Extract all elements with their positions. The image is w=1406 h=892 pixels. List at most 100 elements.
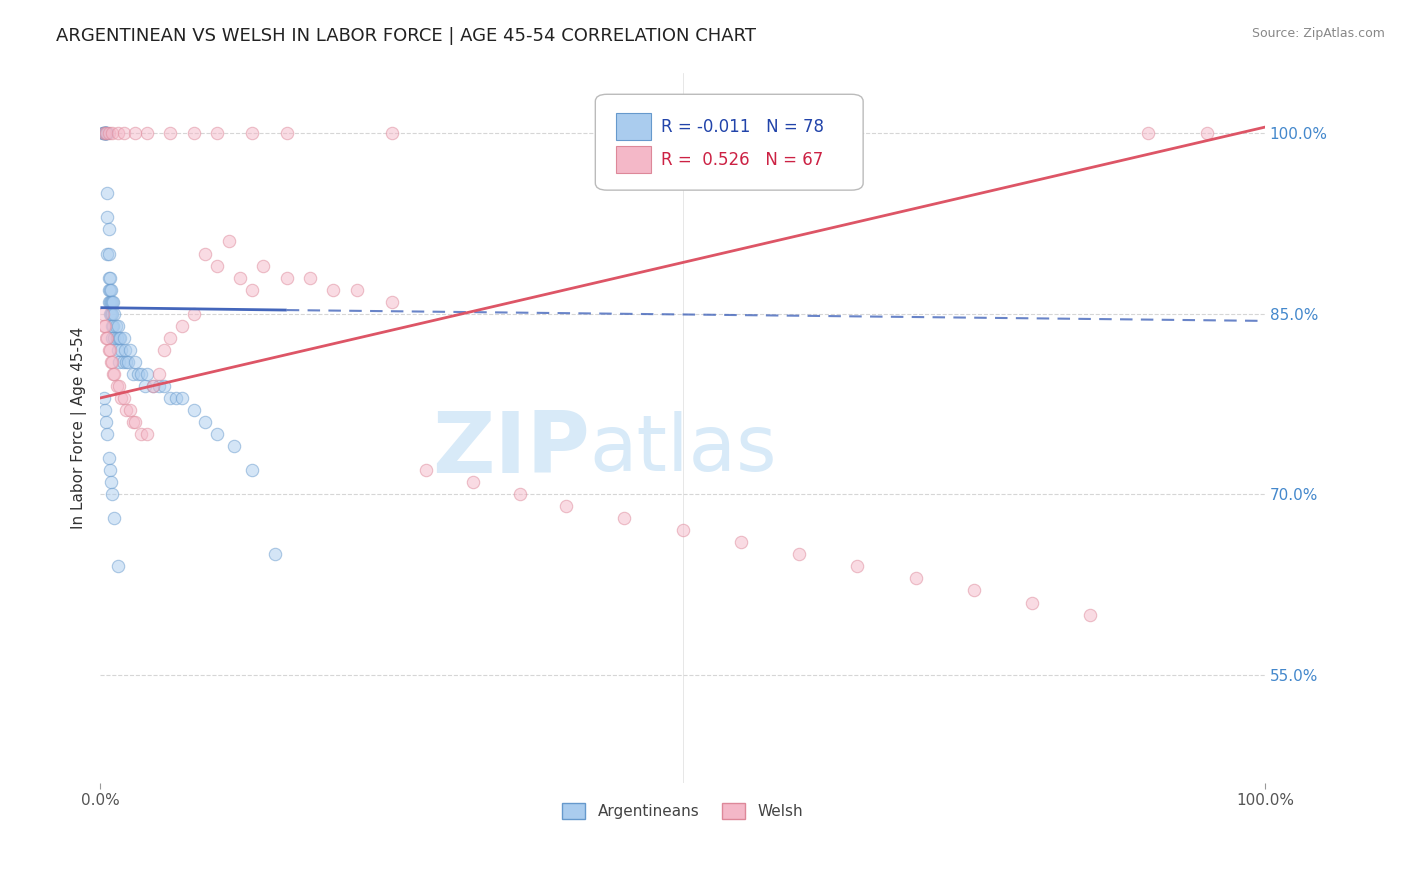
Point [98, 343, 121, 357]
Point [96, 126, 118, 140]
Point [1195, 126, 1218, 140]
Point [122, 367, 145, 381]
Point [415, 463, 437, 477]
Point [97, 270, 120, 285]
Point [94, 126, 117, 140]
Point [96, 126, 118, 140]
Point [93, 126, 115, 140]
Point [103, 367, 125, 381]
Point [96, 427, 118, 442]
Point [322, 283, 344, 297]
Point [96, 186, 118, 201]
Point [105, 379, 128, 393]
Point [103, 367, 125, 381]
Point [110, 343, 132, 357]
Point [509, 487, 531, 501]
FancyBboxPatch shape [616, 113, 651, 140]
Point [107, 559, 129, 574]
Point [194, 246, 217, 260]
Point [787, 547, 810, 561]
Point [96, 331, 118, 345]
Point [115, 355, 138, 369]
Point [98, 307, 121, 321]
Point [101, 355, 124, 369]
Point [94, 403, 117, 417]
Point [97, 451, 120, 466]
Point [93, 126, 115, 140]
Point [112, 391, 135, 405]
Point [170, 318, 193, 333]
Point [380, 294, 402, 309]
Point [346, 283, 368, 297]
Point [91, 126, 114, 140]
Point [134, 379, 156, 393]
Point [93, 391, 115, 405]
Point [91, 307, 114, 321]
Point [112, 331, 135, 345]
Point [183, 307, 205, 321]
Point [205, 126, 228, 140]
Point [98, 463, 121, 477]
Point [101, 294, 124, 309]
Point [96, 246, 118, 260]
Point [1021, 595, 1043, 609]
Point [117, 355, 139, 369]
Point [904, 571, 927, 585]
Point [96, 126, 118, 140]
Point [100, 355, 122, 369]
Point [229, 270, 252, 285]
Point [142, 379, 165, 393]
Point [194, 415, 217, 429]
Point [104, 318, 127, 333]
Y-axis label: In Labor Force | Age 45-54: In Labor Force | Age 45-54 [72, 326, 87, 529]
Point [97, 343, 120, 357]
Point [240, 463, 263, 477]
Point [98, 283, 121, 297]
Point [240, 283, 263, 297]
Point [97, 246, 120, 260]
Point [129, 427, 152, 442]
Text: ARGENTINEAN VS WELSH IN LABOR FORCE | AGE 45-54 CORRELATION CHART: ARGENTINEAN VS WELSH IN LABOR FORCE | AG… [56, 27, 756, 45]
Point [136, 126, 159, 140]
Point [103, 318, 125, 333]
Point [101, 307, 124, 321]
Point [93, 126, 115, 140]
Point [461, 475, 484, 490]
Point [108, 331, 131, 345]
Point [96, 211, 118, 225]
Point [91, 126, 114, 140]
Point [165, 391, 187, 405]
Point [183, 403, 205, 417]
Point [142, 379, 165, 393]
Point [105, 331, 128, 345]
Point [107, 343, 129, 357]
Text: R = -0.011   N = 78: R = -0.011 N = 78 [661, 118, 824, 136]
Point [94, 126, 117, 140]
Point [129, 367, 152, 381]
Point [276, 126, 298, 140]
Point [96, 415, 118, 429]
Point [96, 126, 118, 140]
Point [107, 318, 129, 333]
Point [1078, 607, 1101, 622]
Point [224, 439, 246, 453]
Point [148, 379, 170, 393]
Point [96, 331, 118, 345]
Text: Source: ZipAtlas.com: Source: ZipAtlas.com [1251, 27, 1385, 40]
Point [127, 367, 149, 381]
Point [96, 126, 118, 140]
Point [124, 355, 146, 369]
Point [100, 283, 122, 297]
Point [136, 427, 159, 442]
Legend: Argentineans, Welsh: Argentineans, Welsh [557, 797, 808, 825]
Point [101, 318, 124, 333]
Text: ZIP: ZIP [432, 408, 589, 491]
Point [108, 379, 131, 393]
Point [98, 294, 121, 309]
Point [101, 487, 124, 501]
Point [97, 126, 120, 140]
Point [218, 235, 240, 249]
Point [94, 126, 117, 140]
FancyBboxPatch shape [616, 146, 651, 173]
Point [299, 270, 322, 285]
